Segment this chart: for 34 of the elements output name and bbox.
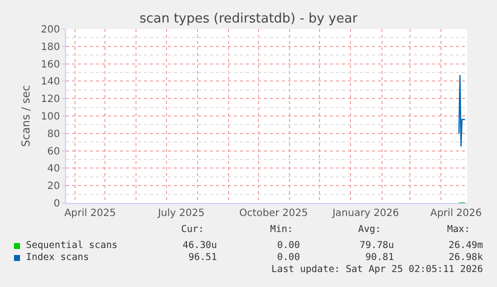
y-tick-label: 20: [47, 181, 60, 192]
y-tick-label: 60: [47, 146, 60, 158]
legend-label: Sequential scans: [26, 240, 118, 251]
y-tick-label: 160: [40, 59, 60, 70]
text: 79.78u: [360, 240, 394, 251]
text: 0.00: [277, 240, 300, 251]
text: Last update: Sat Apr 25 02:05:11 2026: [271, 264, 483, 275]
chart-title: scan types (redirstatdb) - by year: [139, 12, 358, 27]
y-tick-label: 100: [40, 112, 60, 122]
x-tick-label: October 2025: [239, 208, 308, 219]
text: 46.30u: [182, 240, 217, 251]
text: Min:: [270, 224, 293, 235]
x-tick-label: January 2026: [331, 208, 400, 219]
text: Max:: [447, 224, 470, 235]
text: 96.51: [188, 252, 217, 263]
text: 90.81: [365, 252, 394, 263]
y-tick-label: 140: [40, 76, 60, 88]
y-axis-title: Scans / sec: [20, 85, 33, 147]
y-tick-label: 180: [40, 42, 60, 53]
text: 26.49m: [448, 240, 483, 251]
x-tick-label: April 2026: [430, 208, 482, 219]
x-tick-label: July 2025: [156, 208, 205, 219]
line-series: [458, 74, 466, 148]
text: 0.00: [277, 252, 300, 263]
y-tick-label: 40: [47, 164, 60, 175]
y-tick-label: 0: [54, 198, 60, 210]
x-tick-label: April 2025: [64, 208, 116, 219]
legend-label: Index scans: [26, 252, 89, 263]
text: Cur:: [181, 224, 204, 235]
text: Avg:: [358, 224, 381, 235]
y-tick-label: 200: [40, 24, 60, 36]
y-tick-label: 120: [40, 94, 60, 106]
text: 26.98k: [448, 252, 483, 263]
y-tick-label: 80: [47, 128, 60, 140]
